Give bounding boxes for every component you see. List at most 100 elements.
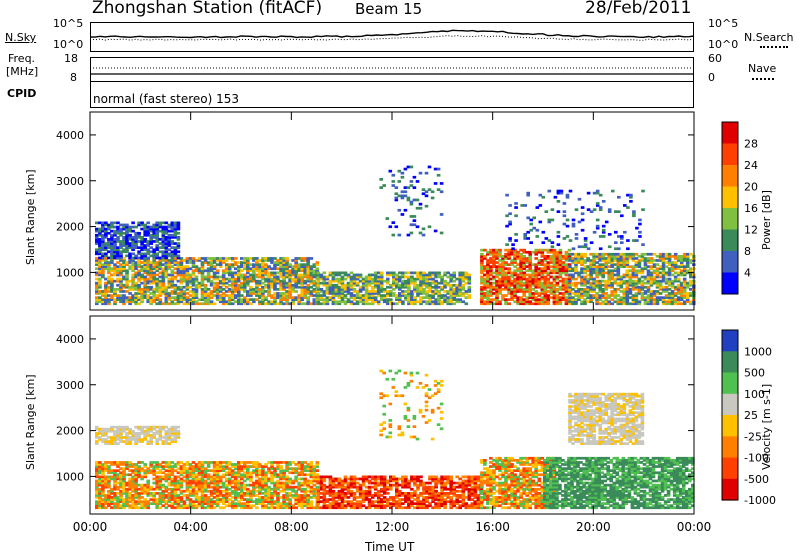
echo-cell [531, 292, 535, 295]
echo-cell [309, 257, 314, 260]
echo-cell [373, 273, 378, 277]
echo-cell [164, 240, 169, 243]
echo-cell [440, 302, 444, 306]
echo-cell [574, 294, 578, 297]
echo-cell [446, 292, 450, 295]
echo-cell [294, 273, 298, 277]
echo-cell [682, 257, 687, 260]
echo-cell [227, 467, 232, 470]
echo-cell [439, 182, 444, 185]
echo-cell [161, 236, 166, 239]
echo-cell [107, 288, 111, 291]
echo-cell [409, 184, 414, 187]
echo-cell [134, 494, 138, 497]
echo-cell [449, 279, 453, 283]
colorbar-frame [721, 121, 739, 295]
echo-cell [191, 477, 196, 481]
echo-cell [152, 496, 156, 499]
echo-cell [658, 259, 663, 262]
echo-cell [404, 275, 408, 279]
echo-cell [513, 265, 517, 268]
echo-cell [568, 290, 572, 293]
echo-cell [501, 294, 505, 297]
echo-cell [191, 492, 196, 495]
echo-cell [676, 292, 681, 295]
echo-cell [513, 279, 517, 283]
echo-cell [113, 233, 117, 237]
echo-cell [125, 223, 129, 227]
echo-cell [583, 271, 587, 275]
echo-cell [104, 231, 108, 235]
echo-cell [455, 288, 459, 291]
echo-cell [598, 255, 602, 258]
echo-cell [98, 465, 102, 468]
echo-cell [312, 281, 317, 285]
echo-cell [221, 294, 226, 297]
echo-cell [483, 265, 487, 268]
echo-cell [179, 483, 184, 487]
echo-cell [546, 290, 551, 293]
echo-cell [580, 206, 585, 209]
echo-cell [173, 465, 178, 468]
echo-cell [598, 263, 602, 266]
echo-cell [200, 283, 205, 287]
echo-cell [98, 487, 102, 491]
echo-cell [152, 265, 156, 268]
echo-cell [376, 283, 381, 287]
echo-cell [431, 273, 435, 277]
echo-cell [334, 273, 339, 277]
echo-cell [158, 496, 163, 499]
echo-cell [489, 265, 493, 268]
y-tick-label: 2000 [56, 221, 84, 234]
echo-cell [185, 481, 190, 485]
echo-cell [197, 473, 202, 477]
echo-cell [119, 475, 123, 479]
echo-cell [164, 236, 169, 239]
echo-cell [224, 492, 229, 495]
echo-cell [625, 257, 630, 260]
echo-cell [625, 261, 630, 264]
echo-cell [188, 281, 193, 285]
echo-cell [276, 281, 280, 285]
echo-cell [206, 469, 211, 472]
echo-cell [416, 294, 420, 297]
echo-cell [258, 487, 262, 491]
echo-cell [300, 283, 304, 287]
echo-cell [240, 277, 244, 281]
echo-cell [155, 471, 159, 475]
echo-cell [200, 292, 205, 295]
echo-cell [197, 285, 202, 289]
echo-cell [176, 285, 181, 289]
echo-cell [504, 294, 508, 297]
echo-cell [458, 285, 462, 289]
echo-cell [492, 257, 496, 260]
echo-cell [391, 184, 396, 187]
echo-cell [522, 290, 526, 293]
echo-cell [552, 296, 557, 299]
echo-cell [155, 463, 159, 466]
echo-cell [549, 250, 554, 254]
echo-cell [167, 263, 172, 266]
echo-cell [343, 296, 348, 299]
echo-cell [622, 255, 627, 258]
echo-cell [300, 273, 304, 277]
echo-cell [528, 255, 532, 258]
echo-cell [546, 302, 551, 306]
echo-cell [395, 294, 399, 297]
echo-cell [264, 263, 268, 266]
echo-cell [604, 285, 608, 289]
echo-cell [167, 225, 172, 229]
echo-cell [240, 461, 244, 464]
echo-cell [300, 257, 304, 260]
echo-cell [134, 467, 138, 470]
echo-cell [98, 471, 102, 475]
echo-cell [519, 263, 523, 266]
echo-cell [540, 248, 545, 252]
nave-legend-line [752, 78, 774, 80]
echo-cell [122, 298, 126, 301]
echo-cell [249, 465, 253, 468]
echo-cell [240, 302, 244, 306]
echo-cell [264, 277, 268, 281]
echo-cell [364, 279, 369, 283]
echo-cell [264, 298, 268, 301]
